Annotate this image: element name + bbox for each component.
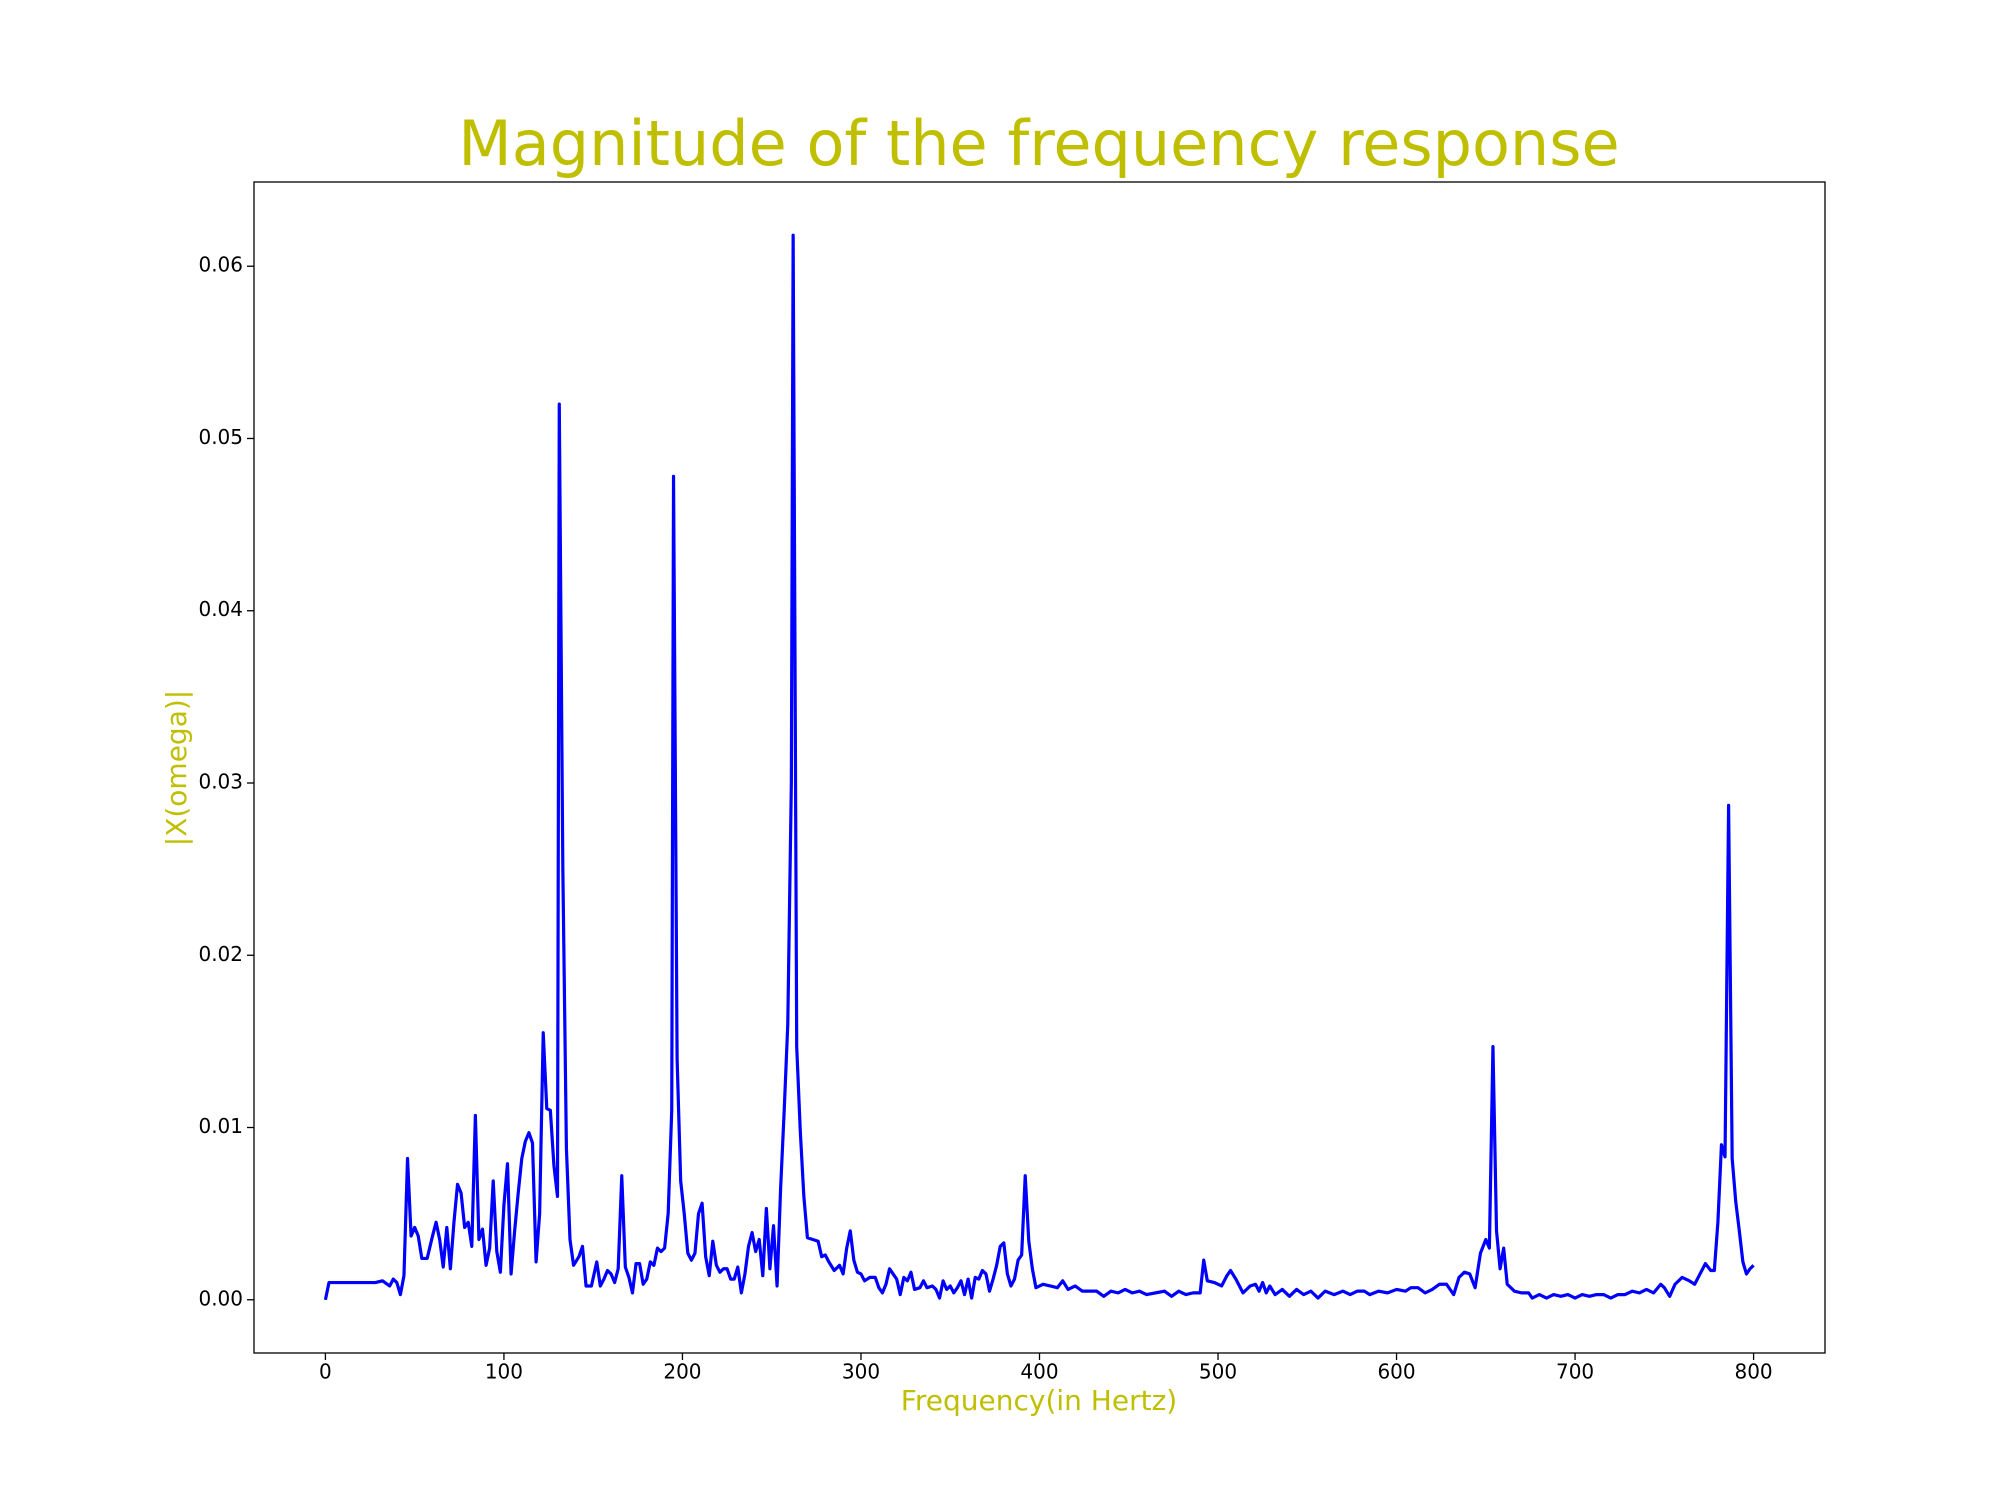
- y-tick-label: 0.03: [198, 770, 243, 794]
- y-tick-label: 0.02: [198, 942, 243, 966]
- data-line: [323, 233, 1755, 1301]
- y-tick-label: 0.00: [198, 1286, 243, 1310]
- x-tick-label: 300: [842, 1360, 880, 1384]
- x-tick-label: 600: [1377, 1360, 1415, 1384]
- x-tick-label: 800: [1734, 1360, 1772, 1384]
- y-tick-label: 0.04: [198, 597, 243, 621]
- x-tick-label: 100: [485, 1360, 523, 1384]
- x-tick-label: 500: [1199, 1360, 1237, 1384]
- x-tick-label: 200: [663, 1360, 701, 1384]
- x-axis-label: Frequency(in Hertz): [901, 1384, 1177, 1417]
- y-tick-label: 0.01: [198, 1114, 243, 1138]
- x-tick-label: 400: [1020, 1360, 1058, 1384]
- y-tick-label: 0.05: [198, 425, 243, 449]
- chart-title: Magnitude of the frequency response: [458, 107, 1619, 180]
- plot-frame: [253, 181, 1826, 1354]
- x-tick-label: 700: [1556, 1360, 1594, 1384]
- y-tick-label: 0.06: [198, 253, 243, 277]
- x-tick-label: 0: [319, 1360, 332, 1384]
- y-axis-label: |X(omega)|: [160, 690, 193, 846]
